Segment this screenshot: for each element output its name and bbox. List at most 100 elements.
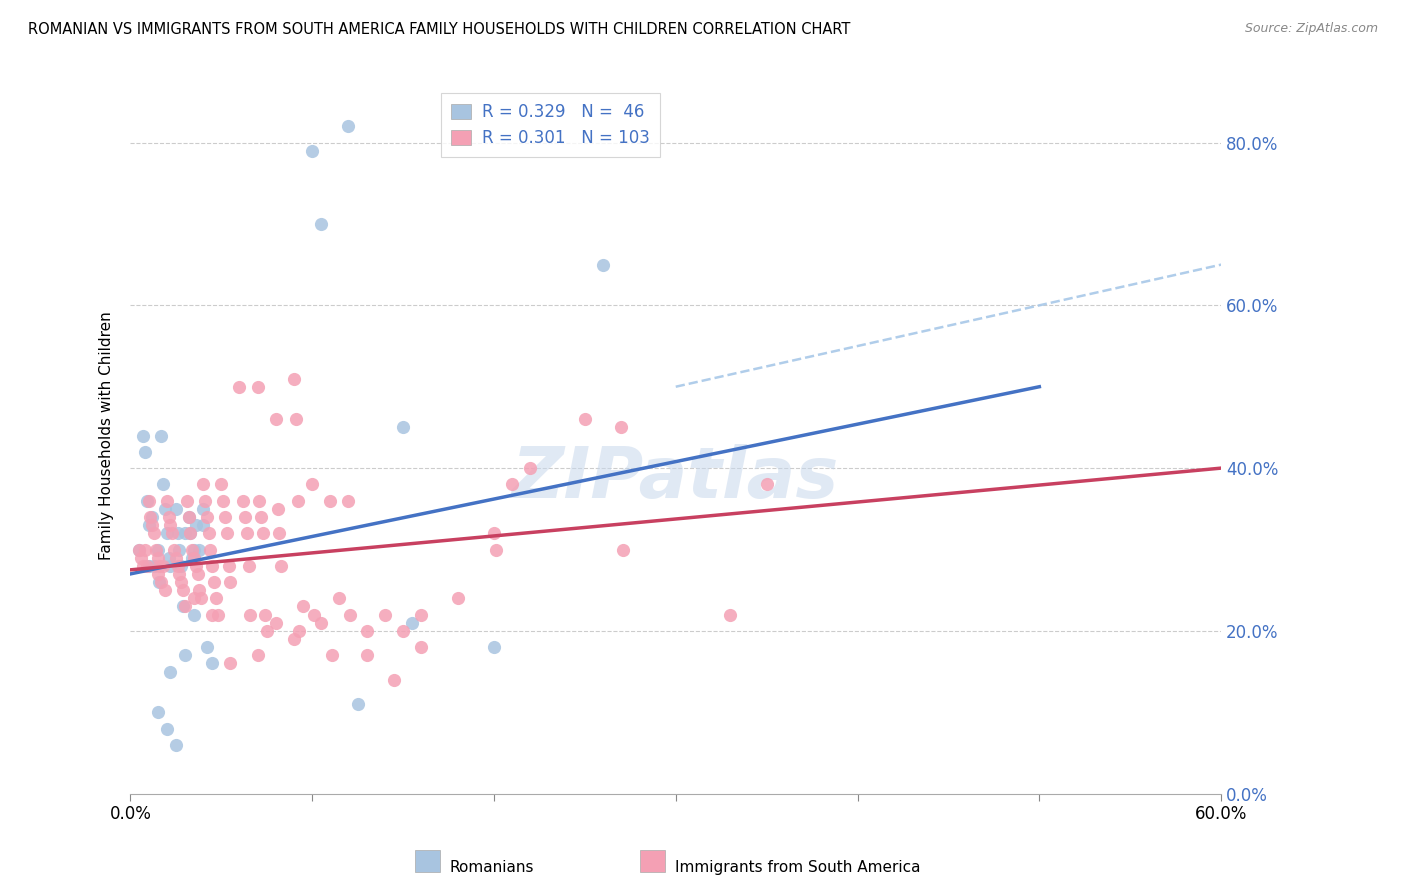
Point [755, 477, 778, 491]
Point [176, 493, 198, 508]
Point [287, 493, 309, 508]
Point [146, 542, 169, 557]
Point [165, 501, 187, 516]
Point [160, 526, 183, 541]
Point [201, 607, 224, 622]
Text: ROMANIAN VS IMMIGRANTS FROM SOUTH AMERICA FAMILY HOUSEHOLDS WITH CHILDREN CORREL: ROMANIAN VS IMMIGRANTS FROM SOUTH AMERIC… [28, 22, 851, 37]
Point [135, 558, 157, 573]
Point [292, 599, 315, 614]
Point [166, 558, 188, 573]
Point [141, 510, 163, 524]
Point [173, 648, 195, 663]
Point [215, 526, 238, 541]
Point [235, 526, 257, 541]
Point [153, 583, 176, 598]
Point [204, 591, 226, 606]
Point [172, 599, 194, 614]
Point [183, 550, 205, 565]
Point [392, 420, 415, 434]
Point [356, 648, 378, 663]
Point [482, 640, 505, 655]
Point [184, 558, 207, 573]
Point [146, 706, 169, 720]
Point [321, 648, 343, 663]
Point [197, 526, 219, 541]
Point [201, 558, 224, 573]
Text: Immigrants from South America: Immigrants from South America [675, 861, 921, 875]
Point [177, 510, 200, 524]
Point [159, 558, 181, 573]
Point [179, 526, 201, 541]
Point [374, 607, 396, 622]
Point [718, 607, 741, 622]
Point [150, 428, 173, 442]
Point [382, 673, 405, 687]
Point [169, 566, 191, 581]
Point [269, 526, 291, 541]
Point [152, 477, 174, 491]
Point [143, 558, 166, 573]
Point [252, 526, 274, 541]
Point [246, 380, 269, 394]
Legend: R = 0.329   N =  46, R = 0.301   N = 103: R = 0.329 N = 46, R = 0.301 N = 103 [440, 93, 659, 157]
Point [132, 558, 155, 573]
Point [187, 566, 209, 581]
Text: Source: ZipAtlas.com: Source: ZipAtlas.com [1244, 22, 1378, 36]
Point [152, 558, 174, 573]
Point [172, 583, 194, 598]
Point [214, 510, 236, 524]
Point [181, 550, 204, 565]
Point [219, 575, 242, 590]
Point [153, 501, 176, 516]
Point [239, 607, 262, 622]
Point [156, 526, 179, 541]
Point [232, 493, 254, 508]
Point [337, 120, 360, 134]
Point [195, 510, 218, 524]
Point [157, 550, 180, 565]
Point [264, 615, 287, 630]
Point [592, 258, 614, 272]
Point [183, 542, 205, 557]
Point [166, 526, 188, 541]
Point [156, 722, 179, 736]
Point [145, 542, 167, 557]
Point [253, 607, 276, 622]
Point [283, 632, 305, 646]
Point [177, 510, 200, 524]
Point [288, 624, 311, 638]
Point [228, 380, 250, 394]
Point [411, 640, 433, 655]
Point [201, 657, 224, 671]
Point [170, 558, 193, 573]
Point [183, 607, 205, 622]
Point [163, 542, 186, 557]
Point [181, 542, 204, 557]
Point [219, 657, 242, 671]
Point [238, 558, 260, 573]
Point [159, 518, 181, 533]
Point [157, 510, 180, 524]
Text: ZIPatlas: ZIPatlas [512, 444, 839, 513]
Point [179, 526, 201, 541]
Point [188, 542, 211, 557]
Point [156, 493, 179, 508]
Point [146, 566, 169, 581]
Point [249, 493, 271, 508]
Point [173, 599, 195, 614]
Point [246, 648, 269, 663]
Point [485, 542, 508, 557]
Point [138, 493, 160, 508]
Point [191, 518, 214, 533]
Point [183, 591, 205, 606]
Point [129, 550, 152, 565]
Point [212, 493, 235, 508]
Point [501, 477, 523, 491]
Point [200, 542, 222, 557]
Point [328, 591, 350, 606]
Point [188, 583, 211, 598]
Point [309, 615, 332, 630]
Y-axis label: Family Households with Children: Family Households with Children [100, 311, 114, 560]
Point [191, 501, 214, 516]
Point [392, 624, 415, 638]
